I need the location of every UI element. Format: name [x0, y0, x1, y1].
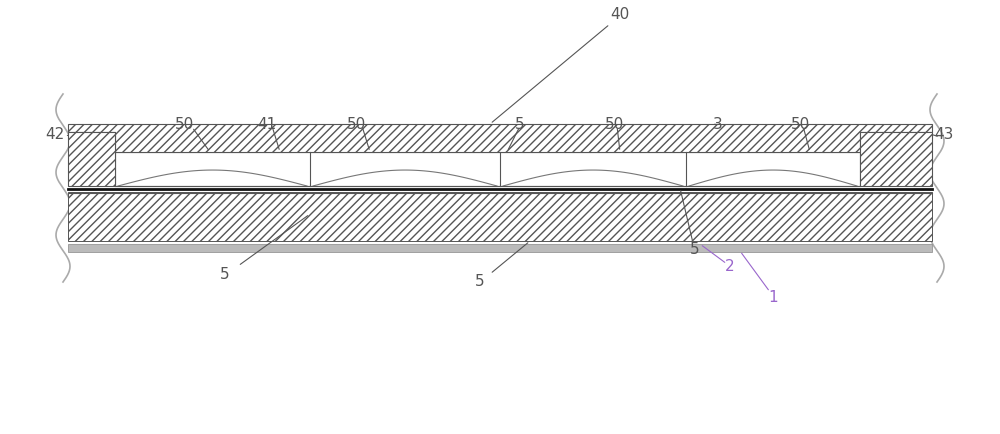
Text: 5: 5	[220, 267, 230, 282]
Text: 42: 42	[45, 127, 65, 142]
Text: 50: 50	[604, 117, 624, 132]
Text: 50: 50	[175, 117, 195, 132]
Text: 43: 43	[934, 127, 954, 142]
Bar	[115, 152, 860, 186]
Polygon shape	[68, 132, 115, 186]
Text: 5: 5	[690, 242, 700, 257]
Text: 3: 3	[713, 117, 723, 132]
Text: 50: 50	[790, 117, 810, 132]
Text: 5: 5	[515, 117, 525, 132]
Polygon shape	[68, 124, 932, 152]
Text: 2: 2	[725, 259, 735, 274]
Polygon shape	[860, 132, 932, 186]
Text: 41: 41	[257, 117, 277, 132]
Bar	[68, 192, 932, 241]
Text: 40: 40	[610, 7, 630, 22]
Bar	[68, 244, 932, 252]
Text: 1: 1	[768, 290, 778, 305]
Text: 50: 50	[347, 117, 367, 132]
Text: 5: 5	[475, 274, 485, 289]
